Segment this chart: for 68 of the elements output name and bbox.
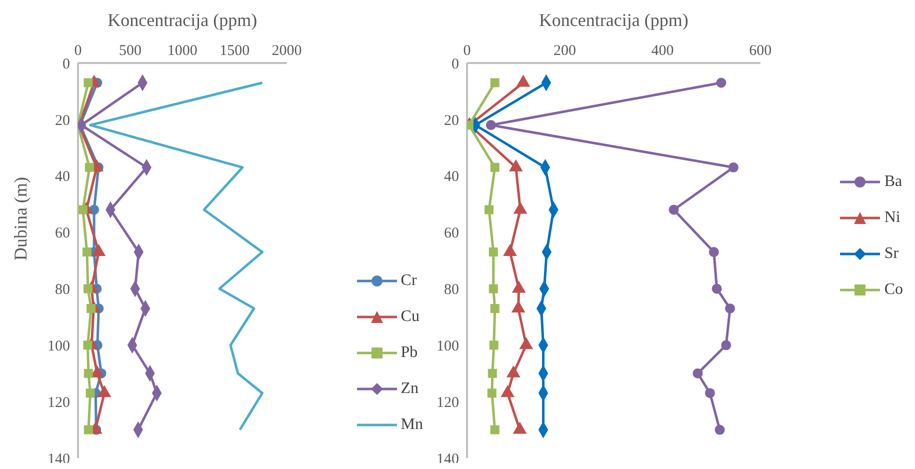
y-tick-label: 40 <box>444 169 459 186</box>
point <box>487 388 496 398</box>
legend-label: Mn <box>400 416 423 434</box>
point <box>712 284 722 294</box>
legend-label: Sr <box>884 244 899 262</box>
point <box>490 304 500 313</box>
point <box>490 78 500 88</box>
y-tick-label: 60 <box>444 226 459 242</box>
x-tick-label: 0 <box>463 43 471 59</box>
y-tick-label: 20 <box>444 112 459 129</box>
y-tick-label: 80 <box>55 282 70 298</box>
point <box>704 388 715 398</box>
x-axis-title: Koncentracija (ppm) <box>538 10 688 30</box>
legend-label: Pb <box>400 344 418 362</box>
legend-label: Co <box>884 280 903 298</box>
point <box>86 388 95 398</box>
point <box>692 368 703 378</box>
legend-label: Zn <box>400 380 419 398</box>
x-tick-label: 1000 <box>167 43 198 59</box>
y-tick-label: 60 <box>55 226 70 242</box>
point <box>490 425 500 434</box>
point <box>721 340 732 350</box>
y-tick-label: 120 <box>436 394 459 411</box>
point <box>83 340 92 350</box>
y-tick-label: 80 <box>444 282 459 298</box>
x-tick-label: 1500 <box>220 43 250 59</box>
x-tick-label: 500 <box>118 43 142 59</box>
y-tick-label: 100 <box>48 338 70 354</box>
point <box>84 284 93 294</box>
point <box>488 284 498 294</box>
legend-label: Ni <box>884 208 900 226</box>
x-tick-label: 2000 <box>272 43 302 59</box>
point <box>84 162 94 172</box>
y-tick-label: 0 <box>452 56 459 72</box>
x-tick-label: 200 <box>554 43 576 59</box>
point <box>490 162 500 172</box>
point <box>488 368 497 378</box>
y-tick-label: 120 <box>48 394 70 411</box>
point <box>714 424 725 435</box>
point <box>489 340 498 350</box>
y-axis-title: Dubina (m) <box>10 177 30 260</box>
point <box>486 120 496 130</box>
point <box>84 78 93 88</box>
point <box>716 78 726 88</box>
point <box>84 425 93 434</box>
line-series <box>89 82 264 432</box>
x-axis-title: Koncentracija (ppm) <box>108 10 258 30</box>
point <box>92 244 106 256</box>
y-tick-label: 40 <box>55 169 70 186</box>
point <box>725 303 736 314</box>
legend-label: Cr <box>400 272 417 290</box>
legend-label: Ba <box>884 172 902 190</box>
y-tick-label: 20 <box>55 112 70 129</box>
legend-label: Cu <box>400 308 420 326</box>
point <box>78 205 88 214</box>
x-tick-label: 600 <box>749 43 772 59</box>
x-tick-label: 400 <box>651 43 674 59</box>
point <box>82 248 92 257</box>
y-tick-label: 0 <box>62 56 70 72</box>
point <box>484 205 494 214</box>
point <box>488 248 498 257</box>
point <box>728 162 738 172</box>
x-tick-label: 0 <box>74 43 82 59</box>
point <box>668 204 679 215</box>
y-tick-label: 100 <box>436 338 459 354</box>
point <box>86 304 96 313</box>
point <box>84 368 93 378</box>
point <box>708 247 719 258</box>
